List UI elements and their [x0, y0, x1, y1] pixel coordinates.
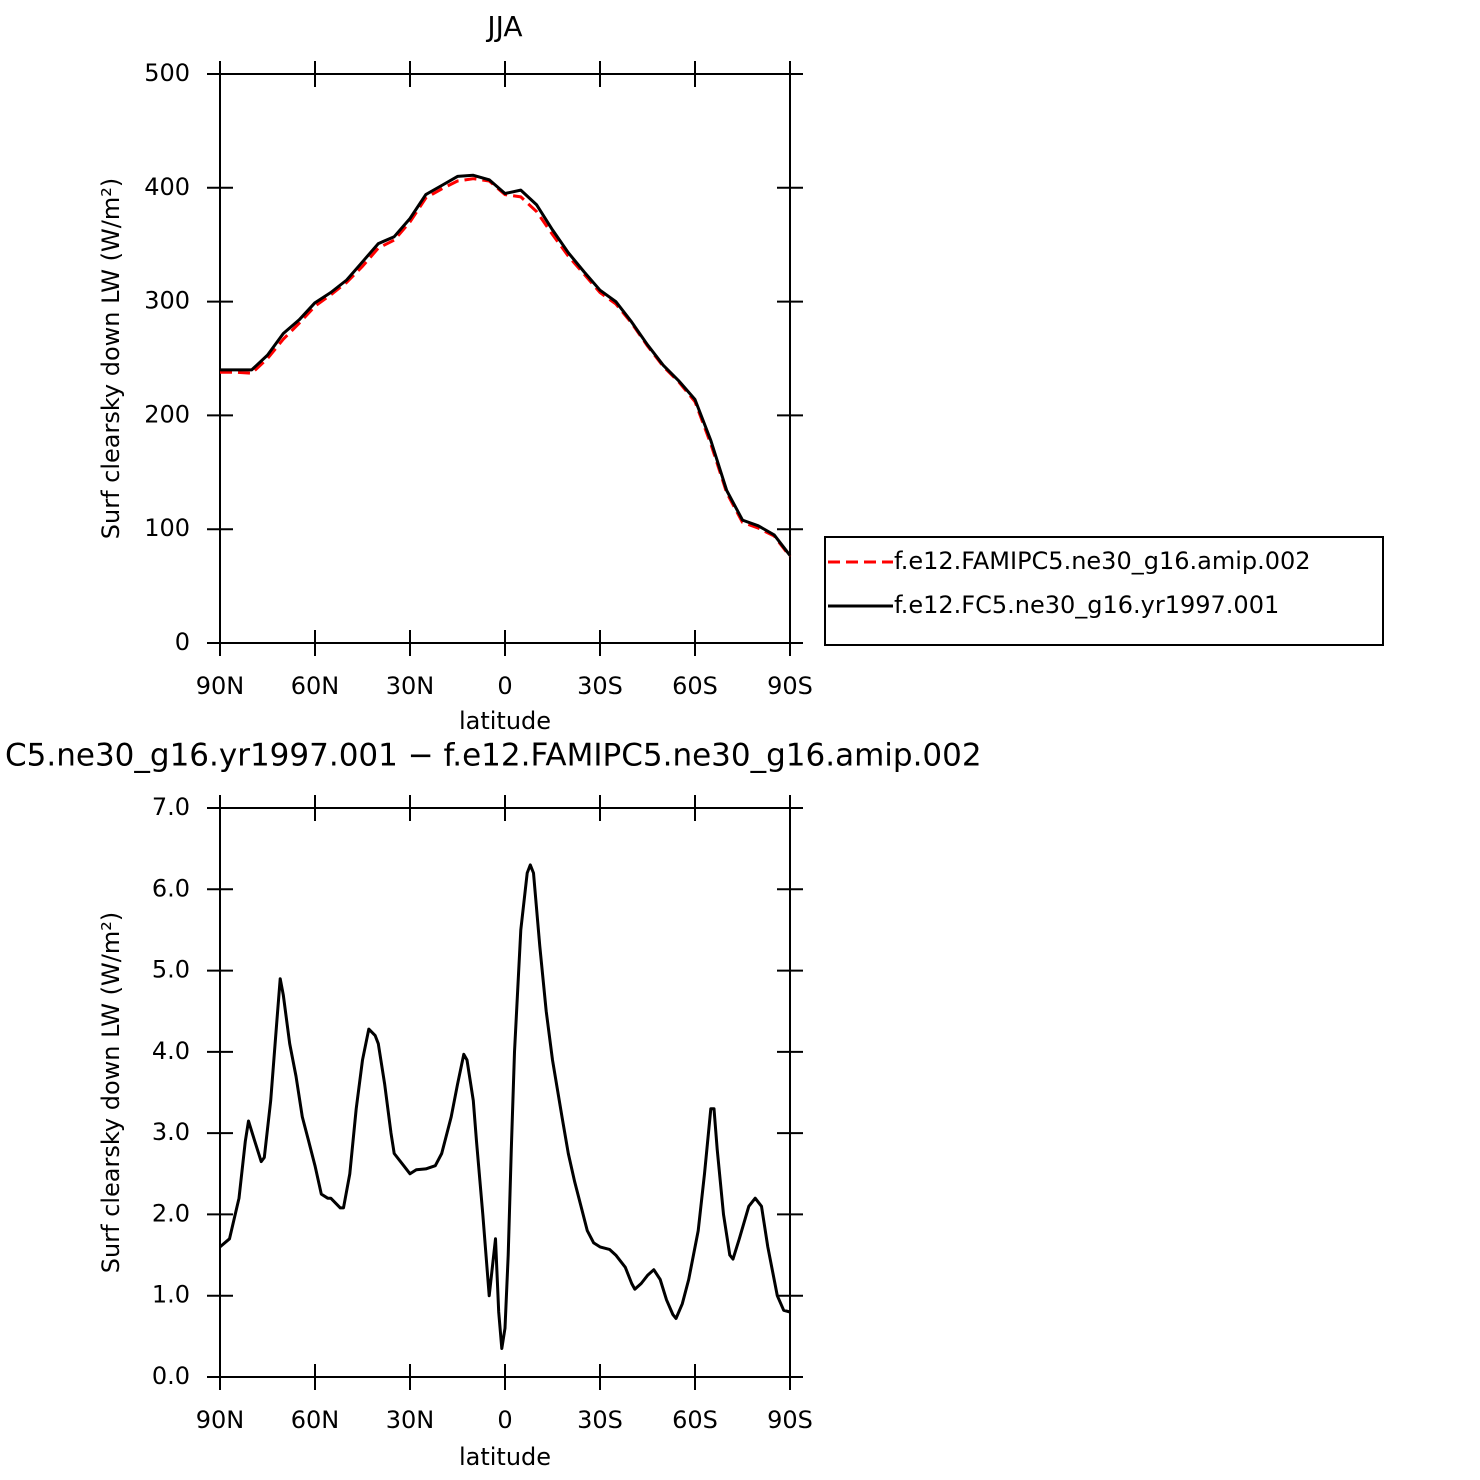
legend-label: f.e12.FAMIPC5.ne30_g16.amip.002	[894, 547, 1311, 575]
y-tick-label: 0.0	[152, 1362, 190, 1390]
y-tick-label: 2.0	[152, 1199, 190, 1227]
x-tick-label: 90S	[767, 672, 813, 700]
x-tick-label: 60S	[672, 1406, 718, 1434]
y-tick-label: 3.0	[152, 1118, 190, 1146]
chart-title: C5.ne30_g16.yr1997.001 − f.e12.FAMIPC5.n…	[5, 738, 982, 774]
y-tick-label: 100	[144, 514, 190, 542]
x-tick-label: 30N	[386, 672, 435, 700]
y-tick-label: 4.0	[152, 1037, 190, 1065]
legend-label: f.e12.FC5.ne30_g16.yr1997.001	[894, 591, 1279, 619]
x-tick-label: 30S	[577, 672, 623, 700]
data-line	[219, 863, 791, 1350]
y-tick-label: 400	[144, 173, 190, 201]
x-tick-label: 0	[497, 672, 512, 700]
y-tick-label: 5.0	[152, 956, 190, 984]
plot-frame	[219, 73, 791, 644]
y-tick-label: 7.0	[152, 793, 190, 821]
x-tick-label: 90S	[767, 1406, 813, 1434]
x-tick-label: 60N	[291, 672, 340, 700]
y-tick-label: 1.0	[152, 1281, 190, 1309]
x-tick-label: 60S	[672, 672, 718, 700]
y-tick-label: 200	[144, 400, 190, 428]
x-tick-label: 30N	[386, 1406, 435, 1434]
x-tick-label: 90N	[196, 1406, 245, 1434]
legend-box	[824, 536, 1384, 646]
x-tick-label: 60N	[291, 1406, 340, 1434]
y-tick-label: 500	[144, 59, 190, 87]
y-tick-label: 0	[175, 628, 190, 656]
y-axis-label: Surf clearsky down LW (W/m²)	[97, 178, 125, 539]
x-tick-label: 90N	[196, 672, 245, 700]
x-axis-label: latitude	[459, 1443, 551, 1471]
data-line	[220, 177, 792, 558]
x-axis-label: latitude	[459, 707, 551, 735]
chart-title: JJA	[485, 10, 522, 43]
plot-frame	[219, 807, 791, 1378]
y-axis-label: Surf clearsky down LW (W/m²)	[97, 912, 125, 1273]
y-tick-label: 6.0	[152, 874, 190, 902]
x-tick-label: 30S	[577, 1406, 623, 1434]
y-tick-label: 300	[144, 287, 190, 315]
data-line	[220, 173, 792, 557]
x-tick-label: 0	[497, 1406, 512, 1434]
